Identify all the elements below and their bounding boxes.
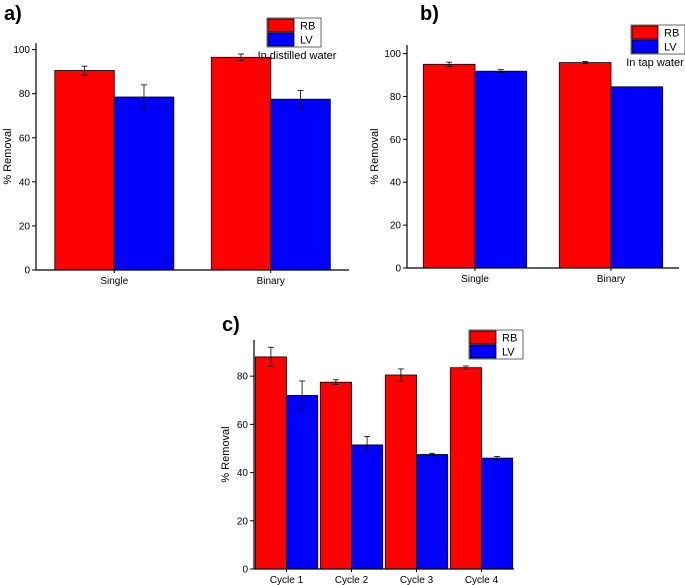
legend-label-lv: LV <box>502 347 515 359</box>
x-tick-label: Cycle 4 <box>465 575 499 585</box>
y-tick-label: 20 <box>19 221 31 232</box>
y-tick-label: 60 <box>19 133 31 144</box>
x-tick-label: Cycle 2 <box>335 575 369 585</box>
y-axis-title: % Removal <box>220 426 232 482</box>
y-axis-title: % Removal <box>2 128 14 184</box>
y-tick-label: 40 <box>390 178 402 189</box>
y-tick-label: 80 <box>19 89 31 100</box>
legend-frame <box>630 24 685 55</box>
panel-label: c) <box>222 314 240 336</box>
panel-a: a) Single Binary 0 20 40 60 80 100 % Removal RB LV I… <box>2 3 349 287</box>
legend-label-lv: LV <box>300 35 313 47</box>
bar-rb-binary <box>558 62 612 269</box>
bar-rb-cycle-4 <box>449 367 482 570</box>
legend-swatch-rb <box>631 25 659 40</box>
legend-swatch-lv <box>469 344 497 359</box>
bar-lv-cycle-2 <box>351 444 384 570</box>
bar-lv-cycle-1 <box>286 394 319 570</box>
x-tick-label: Single <box>461 274 489 285</box>
bar-rb-cycle-3 <box>384 374 417 570</box>
x-tick-label: Cycle 3 <box>400 575 434 585</box>
bar-lv-single <box>474 70 528 269</box>
legend-swatch-rb <box>469 330 497 345</box>
condition-annotation: In distilled water <box>258 50 337 62</box>
y-tick-label: 0 <box>395 264 401 275</box>
bar-lv-cycle-4 <box>481 457 514 570</box>
x-tick-label: Cycle 1 <box>270 575 304 585</box>
bar-rb-single <box>422 63 476 269</box>
x-tick-label: Binary <box>257 276 285 287</box>
y-tick-label: 0 <box>242 565 248 576</box>
y-tick-label: 80 <box>390 92 402 103</box>
legend-frame <box>468 329 524 360</box>
legend-label-lv: LV <box>664 42 677 54</box>
legend-swatch-lv <box>631 39 659 54</box>
bar-rb-single <box>54 70 115 271</box>
y-tick-label: 40 <box>237 468 249 479</box>
legend-frame <box>266 17 322 48</box>
panel-c: c) Cycle 1 Cycle 2 Cycle 3 Cycle 4 0 20 40 60 80%… <box>220 314 524 585</box>
legend-label-rb: RB <box>502 333 517 345</box>
panel-b: b) Single Binary 0 20 40 60 80 100 % Removal RB LV I… <box>369 3 685 285</box>
y-tick-label: 0 <box>24 266 30 277</box>
bar-rb-cycle-1 <box>254 356 287 570</box>
panel-label: b) <box>420 3 439 25</box>
bar-lv-binary <box>270 98 331 271</box>
y-axis-title: % Removal <box>369 128 381 184</box>
y-tick-label: 40 <box>19 177 31 188</box>
y-tick-label: 60 <box>237 420 249 431</box>
condition-annotation: In tap water <box>626 57 684 69</box>
panel-label: a) <box>4 3 22 25</box>
legend-swatch-rb <box>267 18 295 33</box>
y-tick-label: 80 <box>237 372 249 383</box>
bar-rb-cycle-2 <box>319 381 352 570</box>
y-tick-label: 20 <box>237 516 249 527</box>
y-tick-label: 60 <box>390 135 402 146</box>
x-tick-label: Binary <box>597 274 625 285</box>
bar-lv-single <box>113 96 175 271</box>
bar-lv-cycle-3 <box>416 454 449 570</box>
legend-label-rb: RB <box>664 28 679 40</box>
y-tick-label: 100 <box>384 49 401 60</box>
x-tick-label: Single <box>100 276 128 287</box>
bar-rb-binary <box>210 56 272 271</box>
legend-label-rb: RB <box>300 21 315 33</box>
legend-swatch-lv <box>267 32 295 47</box>
bar-lv-binary <box>610 86 664 269</box>
y-tick-label: 100 <box>13 45 30 56</box>
y-tick-label: 20 <box>390 221 402 232</box>
